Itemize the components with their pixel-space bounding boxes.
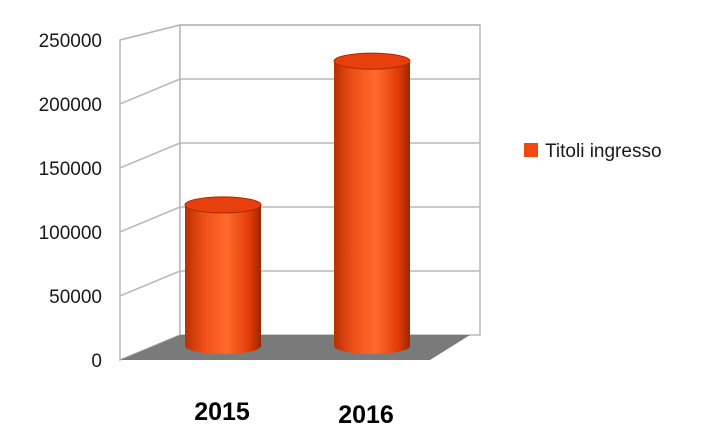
bar-top — [184, 196, 262, 214]
y-axis-tick-labels: 0 50000 100000 150000 200000 250000 — [39, 31, 102, 372]
side-wall — [119, 24, 181, 362]
x-category-label: 2016 — [338, 401, 394, 426]
legend: Titoli ingresso — [524, 141, 662, 162]
y-tick-label: 100000 — [39, 223, 102, 244]
gridline-side — [119, 142, 181, 169]
y-tick-label: 150000 — [39, 159, 102, 180]
legend-swatch — [524, 143, 538, 157]
bar-top — [333, 52, 411, 70]
legend-label: Titoli ingresso — [545, 141, 662, 162]
bar-2016 — [333, 52, 411, 354]
y-tick-label: 50000 — [49, 287, 102, 308]
bars — [184, 52, 411, 354]
gridline-side — [119, 78, 181, 105]
gridline-side — [119, 206, 181, 233]
y-tick-label: 250000 — [39, 31, 102, 52]
chart-walls — [119, 24, 481, 362]
chart-floor — [120, 335, 470, 360]
x-category-label: 2015 — [194, 398, 250, 426]
y-tick-label: 0 — [91, 351, 102, 372]
y-tick-label: 200000 — [39, 95, 102, 116]
bar-2015 — [184, 196, 262, 354]
bar-body — [334, 61, 410, 354]
floor-plane — [120, 335, 470, 360]
x-axis-category-labels: 2015 2016 — [194, 398, 394, 426]
gridline-side — [119, 270, 181, 297]
gridline-side — [119, 24, 181, 41]
bar-body — [185, 204, 261, 354]
